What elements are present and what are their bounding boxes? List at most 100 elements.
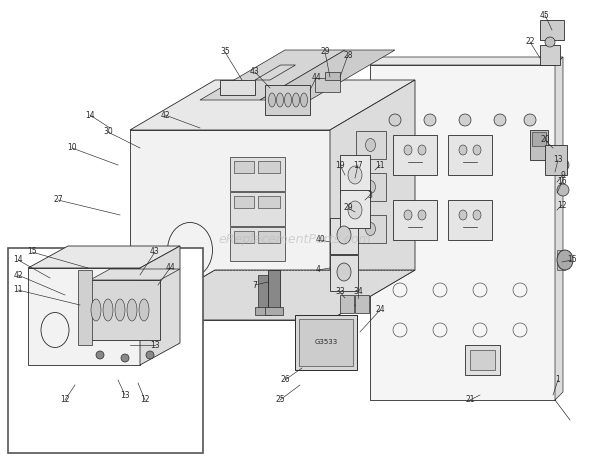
Text: 28: 28 (343, 50, 353, 59)
Ellipse shape (494, 114, 506, 126)
Bar (340, 155, 370, 193)
Text: G3533: G3533 (314, 339, 337, 345)
Polygon shape (220, 80, 255, 95)
Bar (465, 345, 500, 375)
Ellipse shape (418, 145, 426, 155)
Bar (330, 255, 358, 291)
Ellipse shape (424, 114, 436, 126)
Text: 12: 12 (60, 396, 70, 404)
Text: 44: 44 (165, 263, 175, 273)
Text: 24: 24 (375, 305, 385, 314)
Polygon shape (200, 50, 345, 100)
Bar (340, 190, 370, 228)
Text: 45: 45 (540, 10, 550, 20)
Polygon shape (315, 78, 340, 92)
Text: 29: 29 (320, 48, 330, 57)
Ellipse shape (41, 312, 69, 347)
Polygon shape (555, 57, 563, 400)
Text: 11: 11 (375, 161, 385, 170)
Text: 13: 13 (150, 340, 160, 349)
Bar (299, 319, 353, 366)
Ellipse shape (365, 139, 375, 151)
Text: 12: 12 (140, 396, 150, 404)
Ellipse shape (300, 93, 307, 107)
Ellipse shape (277, 93, 284, 107)
Bar (448, 200, 492, 240)
Ellipse shape (139, 299, 149, 321)
Polygon shape (90, 280, 160, 340)
Bar (234, 196, 254, 208)
Ellipse shape (121, 354, 129, 362)
Ellipse shape (393, 283, 407, 297)
Text: 12: 12 (557, 200, 567, 210)
Text: 34: 34 (353, 288, 363, 297)
Text: 13: 13 (120, 390, 130, 399)
Text: 15: 15 (567, 255, 577, 264)
Ellipse shape (473, 283, 487, 297)
Text: 20: 20 (540, 135, 550, 144)
Text: 4: 4 (316, 266, 320, 275)
Polygon shape (356, 131, 385, 159)
Bar (470, 350, 495, 370)
Ellipse shape (268, 93, 276, 107)
Bar (265, 307, 283, 315)
Ellipse shape (91, 299, 101, 321)
Ellipse shape (365, 181, 375, 193)
Ellipse shape (168, 222, 212, 277)
Bar (448, 135, 492, 175)
Polygon shape (325, 72, 340, 80)
Ellipse shape (404, 145, 412, 155)
Polygon shape (356, 173, 385, 201)
Text: 43: 43 (250, 68, 260, 77)
Bar (234, 231, 254, 243)
Bar (295, 315, 357, 370)
Bar (393, 135, 437, 175)
Ellipse shape (473, 323, 487, 337)
Text: 13: 13 (553, 156, 563, 164)
Bar (393, 200, 437, 240)
Text: 25: 25 (275, 396, 285, 404)
Ellipse shape (337, 226, 351, 244)
Bar (230, 157, 285, 191)
Text: 17: 17 (353, 161, 363, 170)
Polygon shape (330, 80, 415, 320)
Ellipse shape (557, 159, 569, 171)
Ellipse shape (433, 283, 447, 297)
Text: 43: 43 (150, 248, 160, 256)
Text: 14: 14 (85, 111, 95, 120)
Bar (545, 145, 567, 175)
Bar (258, 161, 280, 173)
Text: 9: 9 (560, 170, 565, 179)
Polygon shape (90, 269, 180, 280)
Ellipse shape (459, 145, 467, 155)
Text: 1: 1 (556, 375, 560, 384)
Bar (258, 196, 280, 208)
Ellipse shape (115, 299, 125, 321)
Ellipse shape (524, 114, 536, 126)
Text: 33: 33 (335, 288, 345, 297)
Polygon shape (356, 215, 385, 243)
Polygon shape (28, 246, 180, 268)
Text: eReplacementParts.com: eReplacementParts.com (219, 234, 371, 247)
Bar (330, 218, 358, 254)
Polygon shape (78, 270, 92, 345)
Text: 15: 15 (27, 248, 37, 256)
Text: 30: 30 (103, 127, 113, 136)
Bar (557, 250, 565, 270)
Polygon shape (370, 65, 555, 400)
Polygon shape (140, 246, 180, 365)
Polygon shape (130, 80, 415, 130)
Text: 44: 44 (311, 73, 321, 83)
Ellipse shape (337, 263, 351, 281)
Bar (255, 307, 271, 315)
Bar (355, 295, 369, 313)
Bar (258, 275, 268, 310)
Ellipse shape (433, 323, 447, 337)
Polygon shape (540, 45, 560, 65)
Ellipse shape (146, 351, 154, 359)
Text: 40: 40 (315, 235, 325, 245)
Ellipse shape (293, 93, 300, 107)
Bar (230, 192, 285, 226)
Ellipse shape (557, 250, 573, 270)
Bar (540, 20, 564, 40)
